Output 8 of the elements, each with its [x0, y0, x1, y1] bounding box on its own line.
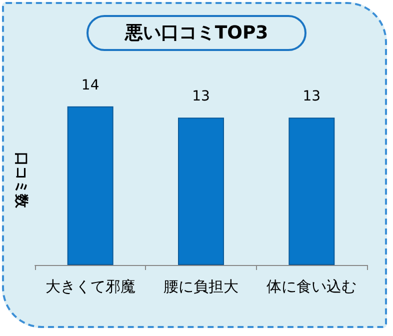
x-tick-label: 体に食い込む [266, 278, 357, 296]
x-tick-label: 腰に負担大 [164, 278, 238, 296]
data-label: 14 [81, 77, 100, 94]
chart-title: 悪い口コミTOP3 [124, 22, 268, 44]
data-label: 13 [302, 88, 321, 105]
data-label: 13 [192, 88, 210, 105]
x-tick-label: 大きくて邪魔 [45, 278, 136, 296]
y-axis-title: 口コミ数 [13, 152, 29, 209]
